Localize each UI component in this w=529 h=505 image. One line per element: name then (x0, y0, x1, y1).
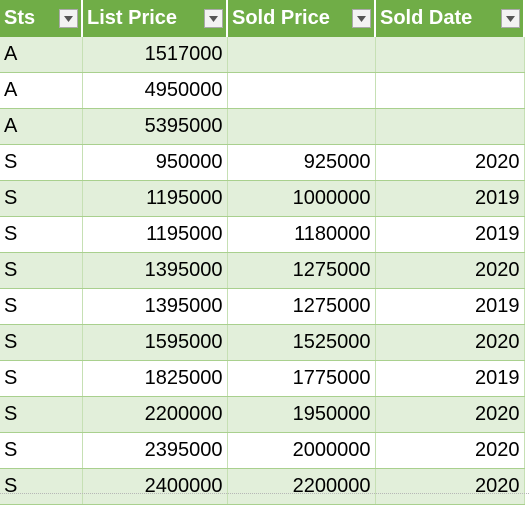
cell-sts[interactable]: S (0, 144, 83, 181)
cell-sold-date[interactable]: 2019 (375, 180, 525, 217)
cell-sold-date[interactable]: 2020 (375, 252, 525, 289)
header-label: Sts (4, 7, 36, 29)
table-row: A 1517000 (0, 37, 525, 73)
cell-sold-price[interactable]: 2000000 (227, 432, 376, 469)
cell-sts[interactable]: S (0, 288, 83, 325)
table-row: S 1195000 1000000 2019 (0, 180, 525, 217)
table-row: A 4950000 (0, 72, 525, 109)
cell-sts[interactable]: S (0, 252, 83, 289)
cell-sold-date[interactable]: 2020 (375, 324, 525, 361)
cell-sold-price[interactable]: 925000 (227, 144, 376, 181)
filter-dropdown-button[interactable] (352, 9, 371, 28)
table-row: S 950000 925000 2020 (0, 144, 525, 181)
cell-sold-price[interactable]: 1775000 (227, 360, 376, 397)
cell-list-price[interactable]: 1395000 (82, 252, 228, 289)
cell-sts[interactable]: S (0, 396, 83, 433)
cell-sts[interactable]: S (0, 432, 83, 469)
header-cell-list-price[interactable]: List Price (82, 0, 228, 37)
cell-sts[interactable]: S (0, 216, 83, 253)
cell-sold-date[interactable] (375, 37, 525, 73)
filter-dropdown-button[interactable] (59, 9, 78, 28)
cell-sold-date[interactable] (375, 72, 525, 109)
cell-sold-date[interactable]: 2020 (375, 468, 525, 505)
table-row: S 1595000 1525000 2020 (0, 324, 525, 361)
cell-sold-price[interactable]: 1275000 (227, 288, 376, 325)
cell-list-price[interactable]: 1517000 (82, 37, 228, 73)
cell-list-price[interactable]: 950000 (82, 144, 228, 181)
cell-sts[interactable]: S (0, 324, 83, 361)
cell-list-price[interactable]: 2400000 (82, 468, 228, 505)
cell-list-price[interactable]: 1825000 (82, 360, 228, 397)
header-row: Sts List Price Sold Price Sol (0, 0, 525, 37)
cell-sold-price[interactable]: 1525000 (227, 324, 376, 361)
table-row: A 5395000 (0, 108, 525, 145)
cell-sold-date[interactable]: 2020 (375, 144, 525, 181)
cell-sts[interactable]: S (0, 360, 83, 397)
filter-dropdown-button[interactable] (204, 9, 223, 28)
header-label: Sold Price (232, 7, 330, 29)
cell-sold-date[interactable]: 2019 (375, 288, 525, 325)
cell-sold-date[interactable]: 2019 (375, 216, 525, 253)
cell-sts[interactable]: A (0, 72, 83, 109)
filter-dropdown-button[interactable] (501, 9, 520, 28)
cell-sold-date[interactable]: 2019 (375, 360, 525, 397)
table-row: S 1395000 1275000 2019 (0, 288, 525, 325)
cell-list-price[interactable]: 2200000 (82, 396, 228, 433)
header-cell-sts[interactable]: Sts (0, 0, 83, 37)
cell-sold-price[interactable] (227, 37, 376, 73)
table-row: S 2395000 2000000 2020 (0, 432, 525, 469)
cell-sts[interactable]: S (0, 180, 83, 217)
cell-sold-date[interactable] (375, 108, 525, 145)
dropdown-arrow-icon (506, 15, 515, 22)
cell-list-price[interactable]: 1195000 (82, 180, 228, 217)
sheet-boundary-divider (0, 493, 529, 494)
cell-list-price[interactable]: 1595000 (82, 324, 228, 361)
cell-sold-price[interactable]: 1000000 (227, 180, 376, 217)
header-label: List Price (87, 7, 178, 29)
cell-list-price[interactable]: 4950000 (82, 72, 228, 109)
cell-sold-date[interactable]: 2020 (375, 396, 525, 433)
header-cell-sold-date[interactable]: Sold Date (375, 0, 525, 37)
dropdown-arrow-icon (209, 15, 218, 22)
cell-sold-price[interactable]: 1180000 (227, 216, 376, 253)
cell-sold-price[interactable]: 1275000 (227, 252, 376, 289)
table-row: S 1395000 1275000 2020 (0, 252, 525, 289)
table-row: S 1825000 1775000 2019 (0, 360, 525, 397)
cell-sts[interactable]: S (0, 468, 83, 505)
cell-list-price[interactable]: 2395000 (82, 432, 228, 469)
header-label: Sold Date (380, 7, 473, 29)
dropdown-arrow-icon (64, 15, 73, 22)
table-row: S 2200000 1950000 2020 (0, 396, 525, 433)
header-cell-sold-price[interactable]: Sold Price (227, 0, 376, 37)
cell-list-price[interactable]: 1195000 (82, 216, 228, 253)
cell-sold-price[interactable]: 1950000 (227, 396, 376, 433)
cell-sts[interactable]: A (0, 37, 83, 73)
cell-sold-price[interactable] (227, 108, 376, 145)
cell-sts[interactable]: A (0, 108, 83, 145)
cell-list-price[interactable]: 1395000 (82, 288, 228, 325)
dropdown-arrow-icon (357, 15, 366, 22)
table-row: S 2400000 2200000 2020 (0, 468, 525, 505)
cell-sold-date[interactable]: 2020 (375, 432, 525, 469)
cell-sold-price[interactable] (227, 72, 376, 109)
table-row: S 1195000 1180000 2019 (0, 216, 525, 253)
cell-sold-price[interactable]: 2200000 (227, 468, 376, 505)
cell-list-price[interactable]: 5395000 (82, 108, 228, 145)
